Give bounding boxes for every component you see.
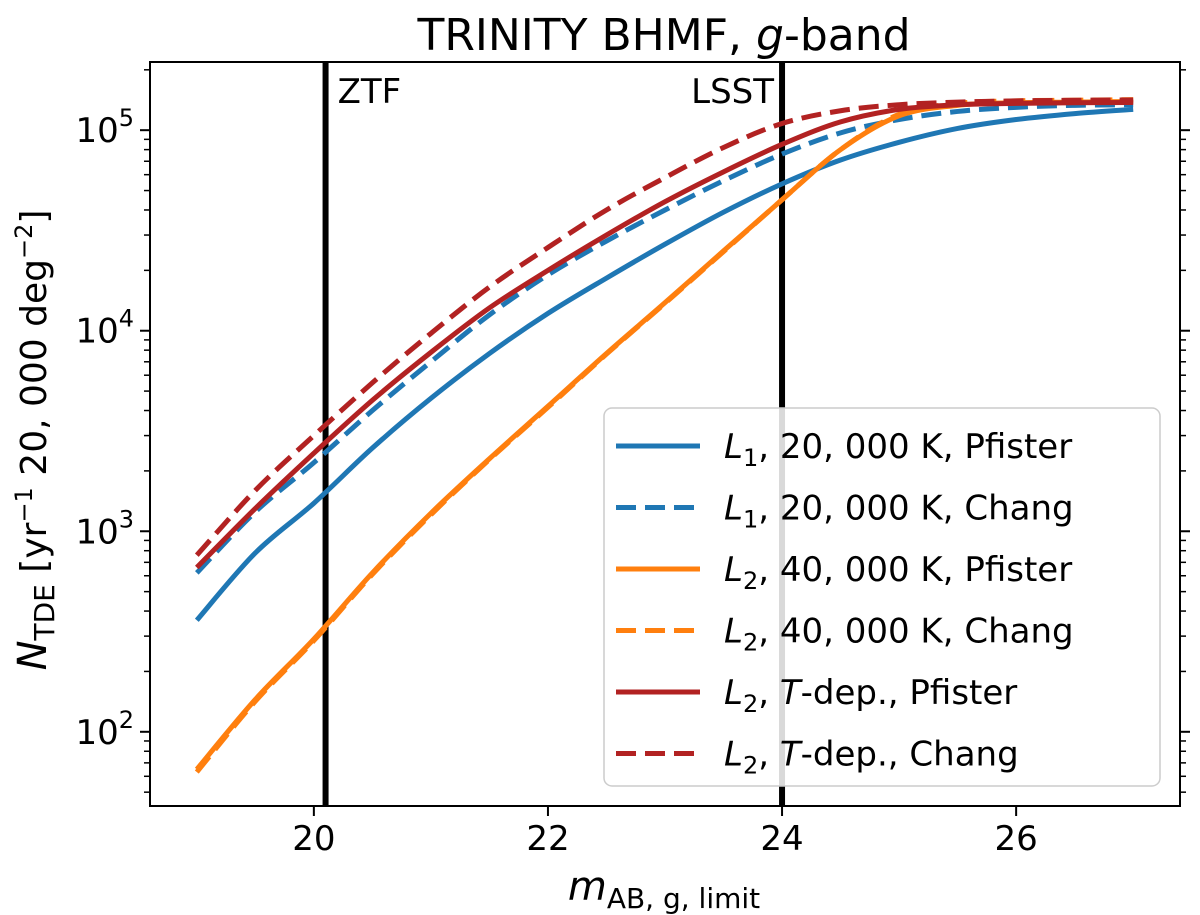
y-tick-label-base-0: 10 bbox=[75, 713, 118, 753]
y-tick-label-1: 103 bbox=[75, 505, 134, 552]
legend-label-sub-0: 1 bbox=[743, 444, 758, 472]
x-tick-label-3: 26 bbox=[995, 819, 1038, 859]
y-axis-label-sub: TDE bbox=[28, 584, 61, 641]
x-axis-label-sub: AB, g, limit bbox=[607, 882, 760, 915]
legend-label-sym-0: L bbox=[724, 427, 743, 467]
y-axis-label-close: ] bbox=[14, 210, 55, 224]
y-tick-label-sup-2: 4 bbox=[119, 305, 134, 333]
chart-title-main: TRINITY BHMF, bbox=[416, 10, 756, 61]
legend-label-rest1-5: , bbox=[758, 735, 780, 775]
legend-label-rest-2: , 40, 000 K, Pfister bbox=[758, 550, 1072, 590]
y-axis-label-base: N bbox=[10, 641, 56, 671]
series-line-0 bbox=[194, 106, 1134, 622]
legend-label-sub-1: 1 bbox=[743, 506, 758, 534]
legend-label-rest-0: , 20, 000 K, Pfister bbox=[758, 427, 1072, 467]
y-tick-label-sup-3: 5 bbox=[119, 104, 134, 132]
x-tick-label-2: 24 bbox=[760, 819, 803, 859]
axes-frame bbox=[149, 61, 1181, 807]
legend-label-rest2-5: -dep., Chang bbox=[801, 735, 1019, 775]
legend-label-rest-3: , 40, 000 K, Chang bbox=[758, 612, 1073, 652]
legend-label-italic-5: T bbox=[780, 735, 803, 775]
legend-label-rest2-4: -dep., Pfister bbox=[801, 673, 1018, 713]
legend-label-italic-4: T bbox=[780, 673, 803, 713]
y-tick-label-base-1: 10 bbox=[75, 512, 118, 552]
y-tick-label-0: 102 bbox=[75, 706, 134, 753]
y-tick-label-3: 105 bbox=[75, 104, 134, 151]
y-tick-label-base-3: 10 bbox=[75, 111, 118, 151]
legend-box bbox=[603, 407, 1161, 787]
x-tick-label-1: 22 bbox=[526, 819, 569, 859]
legend-label-sub-4: 2 bbox=[743, 690, 758, 718]
y-tick-label-sup-0: 2 bbox=[119, 706, 134, 734]
series-line-4 bbox=[195, 99, 1134, 570]
series-line-5 bbox=[194, 97, 1134, 557]
legend-label-3: L2, 40, 000 K, Chang bbox=[724, 612, 1074, 657]
y-axis-label-exp2: −2 bbox=[10, 224, 38, 259]
legend-label-sym-1: L bbox=[724, 489, 743, 529]
vline-label-lsst: LSST bbox=[691, 72, 774, 112]
y-axis-label: NTDE [yr−1 20, 000 deg−2] bbox=[10, 210, 61, 671]
legend-label-sym-3: L bbox=[724, 612, 743, 652]
legend-label-rest-1: , 20, 000 K, Chang bbox=[758, 489, 1073, 529]
legend-label-1: L1, 20, 000 K, Chang bbox=[724, 489, 1074, 534]
y-tick-label-sup-1: 3 bbox=[119, 505, 134, 533]
legend-label-sym-5: L bbox=[724, 735, 743, 775]
y-tick-label-base-2: 10 bbox=[75, 312, 118, 352]
legend-label-sym-4: L bbox=[724, 673, 743, 713]
legend-label-sym-2: L bbox=[724, 550, 743, 590]
legend-label-sub-2: 2 bbox=[743, 567, 758, 595]
legend-label-0: L1, 20, 000 K, Pfister bbox=[724, 427, 1072, 472]
y-tick-label-2: 104 bbox=[75, 305, 134, 352]
chart-title-end: -band bbox=[784, 10, 911, 61]
x-axis-label-base: m bbox=[568, 864, 607, 910]
legend-label-sub-5: 2 bbox=[743, 752, 758, 780]
x-axis-label: mAB, g, limit bbox=[568, 864, 760, 915]
legend-label-sub-3: 2 bbox=[743, 629, 758, 657]
y-axis-label-mid: 20, 000 deg bbox=[14, 259, 55, 487]
legend-label-2: L2, 40, 000 K, Pfister bbox=[724, 550, 1072, 595]
legend-label-rest1-4: , bbox=[758, 673, 780, 713]
series-line-1 bbox=[195, 102, 1134, 575]
legend-label-5: L2, T-dep., Chang bbox=[724, 735, 1019, 780]
y-axis-label-exp1: −1 bbox=[10, 487, 38, 522]
legend-label-4: L2, T-dep., Pfister bbox=[724, 673, 1017, 718]
plot-area bbox=[194, 62, 1134, 806]
vline-label-ztf: ZTF bbox=[338, 72, 402, 112]
chart-title: TRINITY BHMF, g-band bbox=[416, 10, 910, 61]
chart-title-italic: g bbox=[756, 10, 784, 61]
y-axis-label-unit: [yr bbox=[14, 522, 55, 584]
x-tick-label-0: 20 bbox=[292, 819, 335, 859]
